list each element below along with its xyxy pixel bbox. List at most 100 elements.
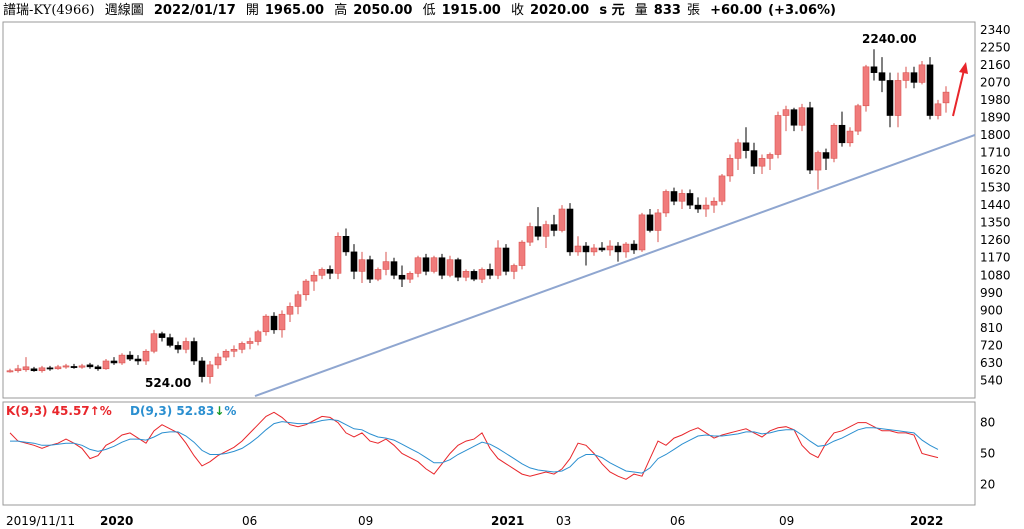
candle-body [454,259,462,278]
y-tick-label: 1890 [980,110,1011,124]
candle-body [758,158,766,167]
candle [70,363,78,369]
candle [446,255,454,278]
candle [830,123,838,163]
high-label: 高 [334,3,348,18]
candle-body [318,269,326,276]
low-label: 低 [422,3,436,18]
d-indicator-label: D(9,3) 52.83↓% [130,404,236,418]
candle [438,253,446,280]
candle [646,209,654,233]
candle [206,360,214,384]
candle [302,279,310,301]
candle-body [270,315,278,331]
candle [318,267,326,280]
kd-y-tick-label: 20 [980,477,995,491]
candle-body [870,66,878,73]
candle [342,228,350,256]
stock-name: 譜瑞-KY(4966) [3,3,95,18]
candle-body [894,80,902,116]
candle-body [302,280,310,296]
candle [46,365,54,371]
candle-body [846,130,854,144]
candle-body [566,208,574,253]
candle-body [326,269,334,274]
candle-body [206,364,214,377]
y-tick-label: 1350 [980,216,1011,230]
candle-body [710,200,718,206]
candle [358,251,366,284]
candle-body [310,274,318,282]
candle [54,364,62,370]
candle [870,49,878,81]
candle-body [694,204,702,210]
k-indicator-label: K(9,3) 45.57↑% [6,404,112,418]
volume-unit: 張 [686,3,700,18]
y-tick-label: 1530 [980,181,1011,195]
candle [134,355,142,365]
candle-body [294,294,302,307]
candle [670,187,678,206]
candle-body [598,247,606,251]
y-tick-label: 1260 [980,233,1011,247]
candle [102,359,110,370]
candle [190,337,198,365]
candle [502,244,510,276]
candle-body [662,191,670,214]
candle-body [614,245,622,253]
candle-body [182,341,190,350]
candle-body [478,269,486,280]
candle [782,105,790,132]
candle [38,365,46,373]
candle [678,189,686,210]
candle-body [838,124,846,144]
candle-body [430,257,438,272]
candle [806,101,814,174]
candle-body [790,109,798,126]
candle [902,66,910,89]
candle-body [734,142,742,159]
candle-body [118,354,126,364]
candle [86,362,94,369]
candle [582,242,590,266]
candle-body [502,247,510,272]
candle-body [374,269,382,280]
close-value: 2020.00 [530,3,590,18]
candle-body [606,245,614,251]
candle [942,86,950,113]
candle [22,357,30,372]
candle [118,353,126,365]
candle-body [686,193,694,206]
candle [814,150,822,190]
candle-body [726,158,734,177]
candle [702,197,710,217]
x-tick-label: 2019/11/11 [6,514,75,528]
candle-body [358,259,366,272]
candle [710,197,718,213]
candle [606,240,614,256]
candle-body [174,345,182,350]
candle-body [766,154,774,159]
candle-body [198,360,206,377]
x-tick-label: 2020 [100,514,133,528]
candle [726,154,734,182]
candle [14,364,22,373]
candle-body [558,208,566,231]
candle-body [30,368,38,372]
high-value: 2050.00 [353,3,413,18]
date-value: 2022/01/17 [153,3,236,18]
candle-body [278,313,286,331]
candle-body [622,243,630,253]
candle [158,331,166,342]
candle [430,255,438,274]
candle-body [926,64,934,116]
candle [774,111,782,159]
candle-body [646,214,654,231]
candle-body [414,257,422,274]
candle-body [70,366,78,368]
y-tick-label: 1080 [980,268,1011,282]
candle [718,173,726,206]
candle [414,255,422,278]
candle-body [902,72,910,81]
kd-y-tick-label: 80 [980,416,995,430]
